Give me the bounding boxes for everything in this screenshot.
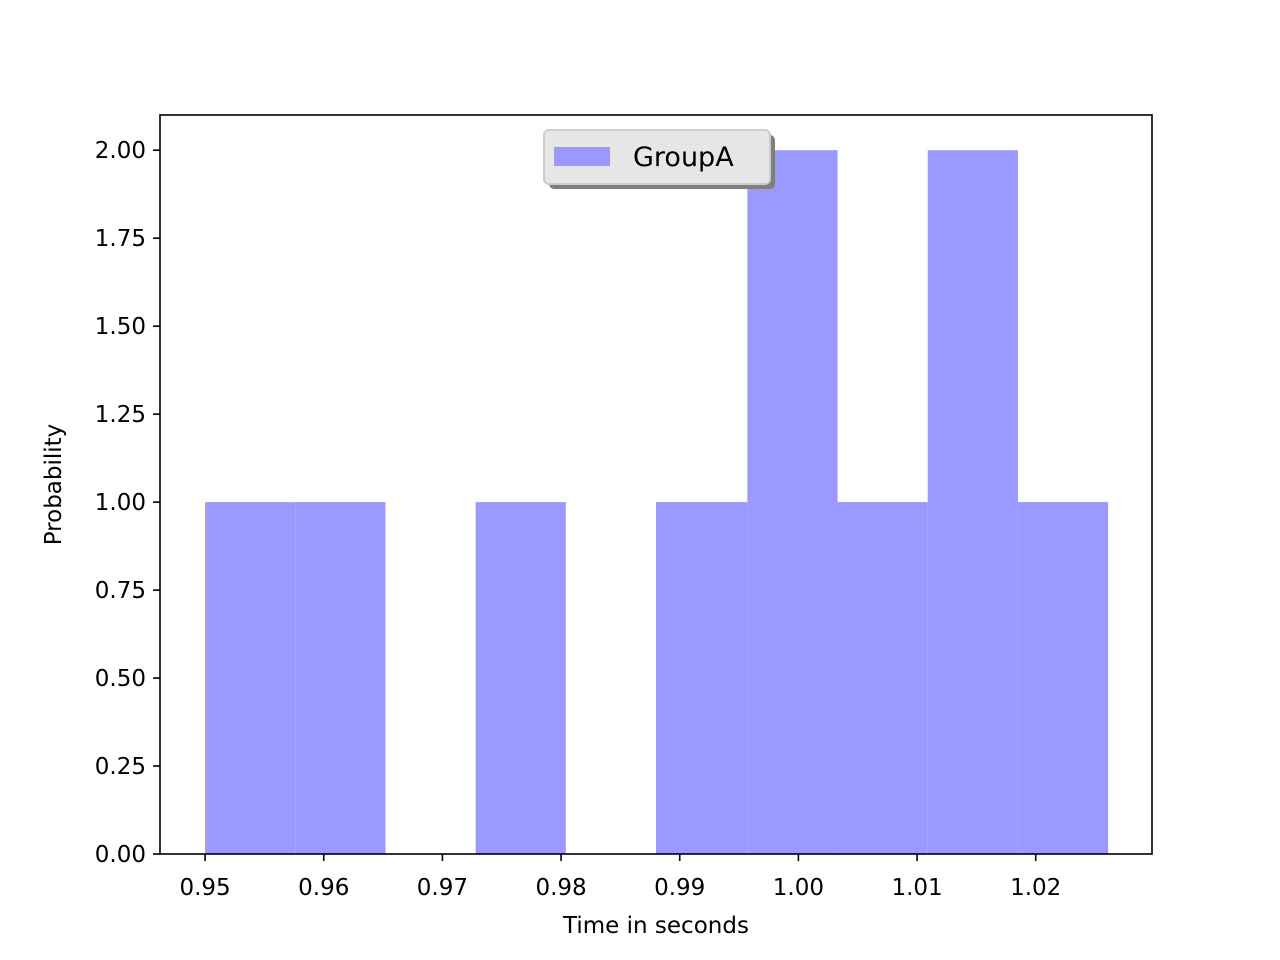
y-tick-label: 1.25 xyxy=(95,402,146,428)
histogram-bar-7 xyxy=(837,502,928,854)
x-tick-label: 0.96 xyxy=(298,875,349,901)
x-axis-label: Time in seconds xyxy=(562,913,749,939)
histogram-bar-9 xyxy=(1017,502,1109,854)
plot-frame xyxy=(159,114,1153,855)
histogram-bar-8 xyxy=(927,150,1018,854)
y-tick-label: 2.00 xyxy=(95,138,146,164)
y-tick-label: 1.00 xyxy=(95,490,146,516)
legend: GroupA xyxy=(543,129,775,189)
y-tick-label: 0.50 xyxy=(95,666,146,692)
histogram-bar-1 xyxy=(295,502,386,854)
histogram-bar-0 xyxy=(205,502,296,854)
legend-label-groupa: GroupA xyxy=(633,142,734,173)
histogram-bar-3 xyxy=(475,502,566,854)
histogram-bar-6 xyxy=(747,150,838,854)
x-tick-label: 1.02 xyxy=(1010,875,1061,901)
y-tick-label: 0.25 xyxy=(95,754,146,780)
x-tick-label: 0.95 xyxy=(179,875,230,901)
y-tick-label: 1.75 xyxy=(95,226,146,252)
x-tick-label: 0.98 xyxy=(535,875,586,901)
y-axis-ticks: 0.00 0.25 0.50 0.75 1.00 1.25 1.50 1.75 2.00 xyxy=(95,138,160,868)
x-tick-label: 0.97 xyxy=(417,875,468,901)
legend-swatch xyxy=(554,147,610,166)
y-tick-label: 0.75 xyxy=(95,578,146,604)
x-tick-label: 1.00 xyxy=(773,875,824,901)
histogram-bar-5 xyxy=(656,502,748,854)
legend-box xyxy=(543,129,771,185)
x-tick-label: 1.01 xyxy=(891,875,942,901)
x-axis-ticks: 0.95 0.96 0.97 0.98 0.99 1.00 1.01 1.02 xyxy=(179,854,1061,901)
y-tick-label: 1.50 xyxy=(95,314,146,340)
bars-group xyxy=(205,150,1109,854)
y-tick-label: 0.00 xyxy=(95,842,146,868)
x-tick-label: 0.99 xyxy=(654,875,705,901)
y-axis-label: Probability xyxy=(41,424,67,546)
